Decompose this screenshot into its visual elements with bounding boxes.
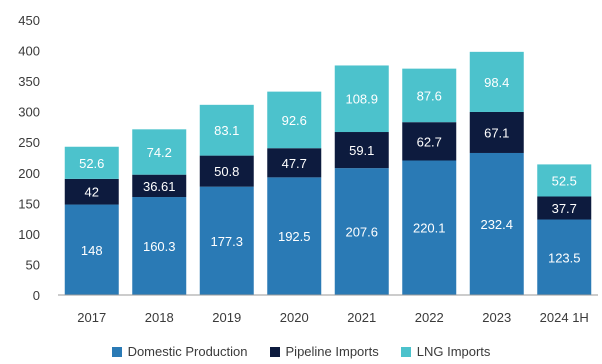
stacked-bar-chart: 0 50 100 150 200 250 300 350 400 450 148 42 52.6 160… <box>18 13 598 325</box>
data-label: 83.1 <box>214 123 239 138</box>
legend-swatch-lng-imports <box>400 346 411 357</box>
x-tick-label: 2023 <box>482 310 511 325</box>
data-label: 232.4 <box>480 217 513 232</box>
bars: 148 42 52.6 160.3 36.61 74.2 177.3 50.8 83.1 192.… <box>64 51 592 295</box>
y-tick-label: 300 <box>18 105 40 120</box>
legend-item-domestic-production: Domestic Production <box>111 344 248 359</box>
data-label: 37.7 <box>552 201 577 216</box>
bar-segment-lng-imports <box>334 65 389 133</box>
y-tick-label: 250 <box>18 135 40 150</box>
data-label: 98.4 <box>484 75 509 90</box>
data-label: 67.1 <box>484 125 509 140</box>
bar-segment-pipeline-imports <box>402 122 457 161</box>
bar-segment-domestic-production <box>334 168 389 295</box>
data-label: 74.2 <box>147 145 172 160</box>
x-tick-label: 2022 <box>415 310 444 325</box>
y-tick-label: 100 <box>18 227 40 242</box>
x-tick-label: 2020 <box>280 310 309 325</box>
bar-segment-domestic-production <box>402 160 457 295</box>
data-label: 108.9 <box>345 92 378 107</box>
bar-segment-domestic-production <box>537 219 592 295</box>
x-axis: 2017 2018 2019 2020 2021 2022 2023 2024 1H <box>77 310 589 325</box>
data-label: 160.3 <box>143 239 176 254</box>
legend-item-pipeline-imports: Pipeline Imports <box>269 344 379 359</box>
legend-swatch-domestic-production <box>111 346 122 357</box>
x-tick-label: 2017 <box>77 310 106 325</box>
data-label: 177.3 <box>210 234 243 249</box>
legend-swatch-pipeline-imports <box>269 346 280 357</box>
bar-segment-pipeline-imports <box>267 148 322 178</box>
x-tick-label: 2019 <box>212 310 241 325</box>
x-tick-label: 2018 <box>145 310 174 325</box>
bar-segment-domestic-production <box>267 177 322 295</box>
data-label: 50.8 <box>214 164 239 179</box>
data-label: 62.7 <box>417 134 442 149</box>
bar-segment-lng-imports <box>199 104 254 156</box>
data-label: 92.6 <box>282 113 307 128</box>
y-tick-label: 0 <box>33 288 40 303</box>
data-label: 207.6 <box>345 225 378 240</box>
data-label: 123.5 <box>548 250 581 265</box>
x-tick-label: 2021 <box>347 310 376 325</box>
bar-segment-domestic-production <box>469 152 524 295</box>
bar-segment-lng-imports <box>267 91 322 149</box>
data-label: 59.1 <box>349 143 374 158</box>
data-label: 42 <box>85 185 99 200</box>
y-tick-label: 50 <box>26 257 40 272</box>
bar-segment-domestic-production <box>64 204 119 295</box>
bar-segment-pipeline-imports <box>199 155 254 187</box>
data-label: 87.6 <box>417 88 442 103</box>
data-label: 220.1 <box>413 221 446 236</box>
legend-label-pipeline-imports: Pipeline Imports <box>285 344 379 359</box>
legend: Domestic Production Pipeline Imports LNG… <box>0 344 602 359</box>
bar-segment-lng-imports <box>132 129 187 175</box>
data-label: 148 <box>81 243 103 258</box>
legend-label-lng-imports: LNG Imports <box>416 344 491 359</box>
bar-segment-pipeline-imports <box>132 174 187 198</box>
legend-item-lng-imports: LNG Imports <box>400 344 491 359</box>
bar-segment-domestic-production <box>132 197 187 295</box>
bar-segment-domestic-production <box>199 186 254 295</box>
x-tick-label: 2024 1H <box>540 310 589 325</box>
bar-segment-pipeline-imports <box>64 178 119 205</box>
data-label: 192.5 <box>278 229 311 244</box>
bar-segment-lng-imports <box>469 51 524 112</box>
data-label: 52.5 <box>552 173 577 188</box>
data-label: 36.61 <box>143 179 176 194</box>
bar-segment-pipeline-imports <box>537 196 592 220</box>
y-tick-label: 350 <box>18 74 40 89</box>
data-label: 52.6 <box>79 156 104 171</box>
y-tick-label: 400 <box>18 44 40 59</box>
y-tick-label: 200 <box>18 166 40 181</box>
y-axis: 0 50 100 150 200 250 300 350 400 450 <box>18 13 40 303</box>
legend-label-domestic-production: Domestic Production <box>127 344 248 359</box>
y-tick-label: 450 <box>18 13 40 28</box>
data-label: 47.7 <box>282 156 307 171</box>
bar-segment-pipeline-imports <box>334 132 389 169</box>
bar-segment-pipeline-imports <box>469 111 524 153</box>
y-tick-label: 150 <box>18 196 40 211</box>
bar-segment-lng-imports <box>64 146 119 179</box>
bar-segment-lng-imports <box>537 164 592 197</box>
bar-segment-lng-imports <box>402 68 457 123</box>
